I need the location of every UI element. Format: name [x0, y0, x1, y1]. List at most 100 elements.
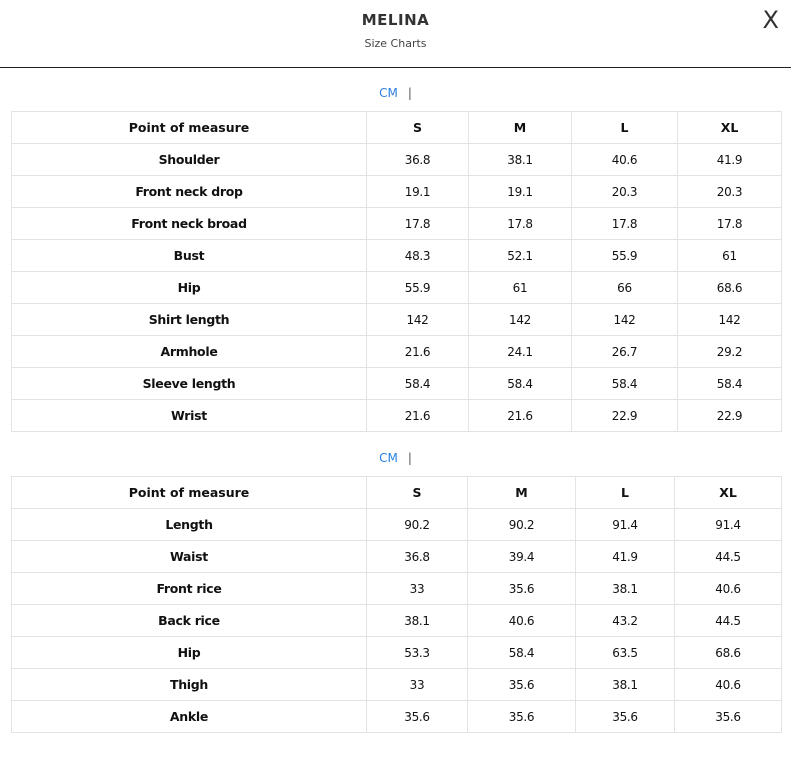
measure-value: 26.7: [571, 335, 678, 368]
measure-value: 20.3: [677, 175, 782, 208]
measure-value: 61: [468, 271, 572, 304]
unit-selector-bottom: CM |: [0, 451, 791, 465]
column-header: L: [575, 476, 675, 509]
measure-value: 17.8: [468, 207, 572, 240]
measure-value: 52.1: [468, 239, 572, 272]
measure-name: Shoulder: [11, 143, 367, 176]
measure-name: Ankle: [11, 700, 367, 733]
measure-value: 20.3: [571, 175, 678, 208]
measure-value: 43.2: [575, 604, 675, 637]
unit-cm-button[interactable]: CM: [379, 451, 398, 465]
table-row: Hip 55.9 61 66 68.6: [11, 271, 782, 304]
measure-value: 17.8: [677, 207, 782, 240]
measure-value: 38.1: [575, 572, 675, 605]
measure-value: 91.4: [674, 508, 782, 541]
measure-name: Length: [11, 508, 367, 541]
table-row: Front rice 33 35.6 38.1 40.6: [11, 572, 782, 605]
measure-value: 40.6: [674, 572, 782, 605]
measure-value: 35.6: [366, 700, 468, 733]
column-header: L: [571, 111, 678, 144]
table-row: Ankle 35.6 35.6 35.6 35.6: [11, 700, 782, 733]
measure-value: 17.8: [366, 207, 469, 240]
measure-value: 36.8: [366, 540, 468, 573]
measure-value: 35.6: [467, 572, 576, 605]
unit-cm-button[interactable]: CM: [379, 86, 398, 100]
table-header-row: Point of measure S M L XL: [11, 111, 782, 144]
product-title: MELINA: [361, 11, 430, 29]
measure-value: 44.5: [674, 604, 782, 637]
measure-value: 19.1: [468, 175, 572, 208]
measure-value: 61: [677, 239, 782, 272]
table-header-row: Point of measure S M L XL: [11, 476, 782, 509]
modal-header: MELINA Size Charts X: [0, 0, 791, 68]
measure-value: 58.4: [571, 367, 678, 400]
measure-name: Bust: [11, 239, 367, 272]
table-row: Hip 53.3 58.4 63.5 68.6: [11, 636, 782, 669]
measure-value: 142: [366, 303, 469, 336]
measure-value: 58.4: [468, 367, 572, 400]
measure-name: Armhole: [11, 335, 367, 368]
table-row: Front neck broad 17.8 17.8 17.8 17.8: [11, 207, 782, 240]
size-table-top: Point of measure S M L XL Shoulder 36.8 38.1 40.…: [11, 111, 782, 432]
column-header: Point of measure: [11, 111, 367, 144]
measure-value: 90.2: [366, 508, 468, 541]
unit-separator: |: [407, 86, 412, 100]
measure-name: Sleeve length: [11, 367, 367, 400]
table-row: Thigh 33 35.6 38.1 40.6: [11, 668, 782, 701]
measure-value: 40.6: [467, 604, 576, 637]
measure-value: 29.2: [677, 335, 782, 368]
modal-subtitle: Size Charts: [364, 37, 427, 50]
measure-name: Shirt length: [11, 303, 367, 336]
close-icon[interactable]: X: [762, 6, 779, 34]
table-row: Front neck drop 19.1 19.1 20.3 20.3: [11, 175, 782, 208]
column-header: S: [366, 476, 468, 509]
column-header: XL: [677, 111, 782, 144]
measure-value: 40.6: [571, 143, 678, 176]
column-header: M: [468, 111, 572, 144]
measure-value: 21.6: [468, 399, 572, 432]
measure-value: 38.1: [575, 668, 675, 701]
measure-value: 33: [366, 572, 468, 605]
measure-value: 19.1: [366, 175, 469, 208]
measure-value: 21.6: [366, 399, 469, 432]
measure-value: 53.3: [366, 636, 468, 669]
measure-name: Thigh: [11, 668, 367, 701]
table-row: Wrist 21.6 21.6 22.9 22.9: [11, 399, 782, 432]
measure-name: Front neck broad: [11, 207, 367, 240]
table-row: Bust 48.3 52.1 55.9 61: [11, 239, 782, 272]
measure-value: 22.9: [571, 399, 678, 432]
measure-value: 63.5: [575, 636, 675, 669]
measure-value: 35.6: [674, 700, 782, 733]
measure-value: 35.6: [467, 700, 576, 733]
table-row: Sleeve length 58.4 58.4 58.4 58.4: [11, 367, 782, 400]
measure-value: 142: [468, 303, 572, 336]
table-row: Shirt length 142 142 142 142: [11, 303, 782, 336]
measure-value: 38.1: [468, 143, 572, 176]
measure-value: 55.9: [571, 239, 678, 272]
measure-value: 48.3: [366, 239, 469, 272]
measure-value: 22.9: [677, 399, 782, 432]
table-row: Length 90.2 90.2 91.4 91.4: [11, 508, 782, 541]
column-header: XL: [674, 476, 782, 509]
measure-value: 35.6: [575, 700, 675, 733]
measure-value: 90.2: [467, 508, 576, 541]
measure-value: 33: [366, 668, 468, 701]
measure-value: 58.4: [366, 367, 469, 400]
measure-value: 39.4: [467, 540, 576, 573]
column-header: S: [366, 111, 469, 144]
measure-value: 142: [677, 303, 782, 336]
measure-value: 41.9: [575, 540, 675, 573]
measure-value: 40.6: [674, 668, 782, 701]
measure-value: 17.8: [571, 207, 678, 240]
measure-value: 24.1: [468, 335, 572, 368]
table-row: Shoulder 36.8 38.1 40.6 41.9: [11, 143, 782, 176]
table-row: Back rice 38.1 40.6 43.2 44.5: [11, 604, 782, 637]
measure-value: 55.9: [366, 271, 469, 304]
measure-value: 58.4: [467, 636, 576, 669]
measure-value: 68.6: [677, 271, 782, 304]
measure-value: 66: [571, 271, 678, 304]
column-header: Point of measure: [11, 476, 367, 509]
measure-value: 41.9: [677, 143, 782, 176]
measure-name: Front neck drop: [11, 175, 367, 208]
column-header: M: [467, 476, 576, 509]
